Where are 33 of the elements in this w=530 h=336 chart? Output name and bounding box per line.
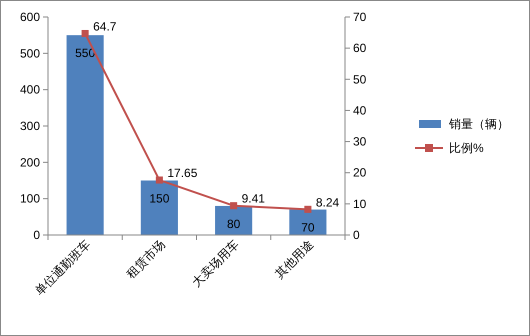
point	[304, 206, 312, 213]
x-tick-label: 租赁市场	[124, 237, 168, 282]
data-label: 9.41	[242, 192, 266, 206]
y2-tick-label: 40	[353, 103, 367, 118]
point	[156, 176, 163, 184]
y2-tick-label: 50	[353, 72, 367, 86]
y-tick-label: 200	[20, 155, 40, 170]
y2-tick-label: 20	[353, 166, 367, 180]
legend-label: 销量（辆）	[448, 117, 509, 131]
y-tick-label: 100	[20, 192, 40, 206]
x-tick-label: 其他用途	[272, 237, 316, 282]
bar	[140, 180, 178, 235]
y-tick-label: 600	[20, 10, 40, 24]
data-label: 70	[301, 220, 315, 235]
legend-label: 比例%	[449, 141, 484, 155]
y2-tick-label: 70	[353, 10, 367, 24]
y2-tick-label: 0	[353, 228, 360, 242]
y-tick-label: 300	[20, 119, 40, 133]
y2-tick-label: 10	[353, 196, 367, 211]
y-tick-label: 500	[20, 46, 40, 60]
data-label: 8.24	[316, 195, 340, 210]
y-tick-label: 0	[33, 228, 40, 242]
data-label: 80	[226, 216, 241, 231]
y2-tick-label: 60	[353, 41, 367, 56]
y2-tick-label: 30	[353, 134, 367, 149]
data-label: 17.65	[167, 166, 198, 180]
data-label: 150	[149, 192, 170, 206]
bar	[66, 35, 104, 235]
y-tick-label: 400	[20, 82, 40, 97]
point	[82, 30, 89, 38]
data-label: 64.7	[93, 20, 117, 34]
point	[230, 202, 238, 210]
x-tick-label: 大卖场用车	[189, 237, 242, 290]
